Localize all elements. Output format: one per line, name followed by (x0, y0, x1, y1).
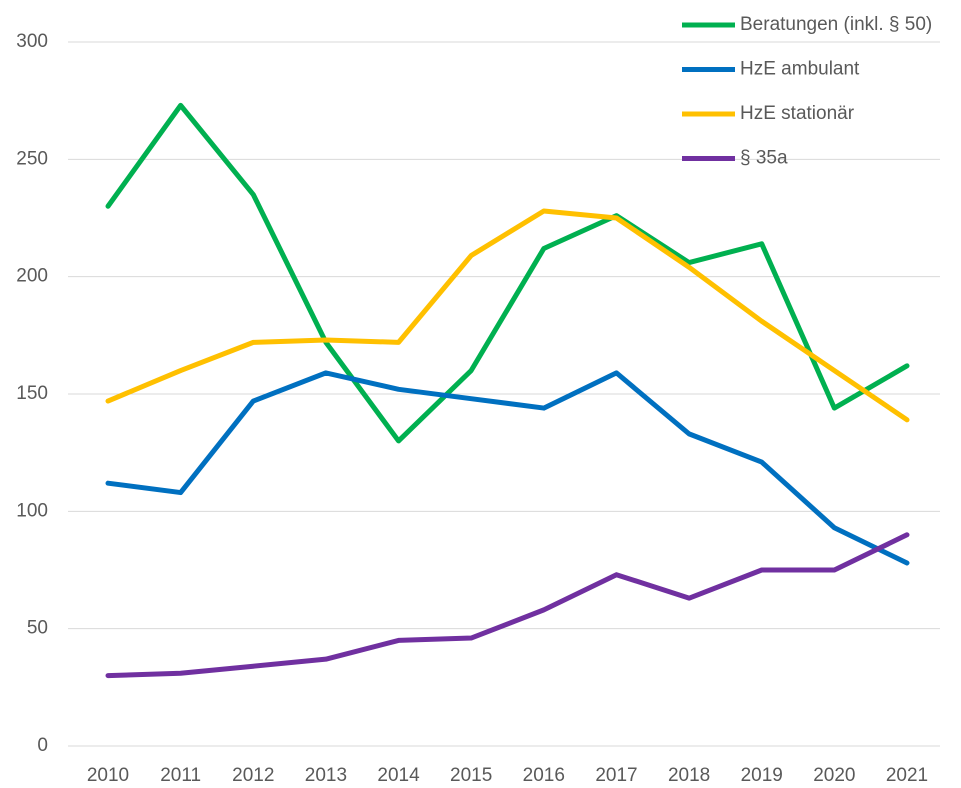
legend-label: § 35a (740, 148, 788, 169)
series-line (105, 208, 910, 423)
x-tick-label: 2010 (87, 765, 129, 786)
series-line (105, 370, 910, 566)
y-tick-label: 150 (16, 383, 48, 404)
y-tick-label: 250 (16, 148, 48, 169)
x-tick-label: 2015 (450, 765, 492, 786)
y-tick-label: 300 (16, 31, 48, 52)
series-line (105, 102, 910, 444)
x-tick-label: 2019 (741, 765, 783, 786)
y-tick-label: 200 (16, 266, 48, 287)
x-tick-label: 2016 (523, 765, 565, 786)
legend-label: HzE ambulant (740, 59, 860, 80)
x-tick-label: 2013 (305, 765, 347, 786)
x-tick-label: 2012 (232, 765, 274, 786)
y-tick-label: 100 (16, 500, 48, 521)
y-tick-label: 50 (27, 618, 48, 639)
x-tick-label: 2011 (160, 765, 201, 786)
legend-label: Beratungen (inkl. § 50) (740, 14, 932, 35)
x-tick-label: 2020 (813, 765, 855, 786)
series-line (105, 532, 910, 679)
x-tick-label: 2014 (377, 765, 420, 786)
x-tick-label: 2017 (595, 765, 637, 786)
y-tick-label: 0 (37, 735, 48, 756)
x-tick-label: 2021 (886, 765, 928, 786)
x-tick-label: 2018 (668, 765, 710, 786)
legend-label: HzE stationär (740, 103, 855, 124)
